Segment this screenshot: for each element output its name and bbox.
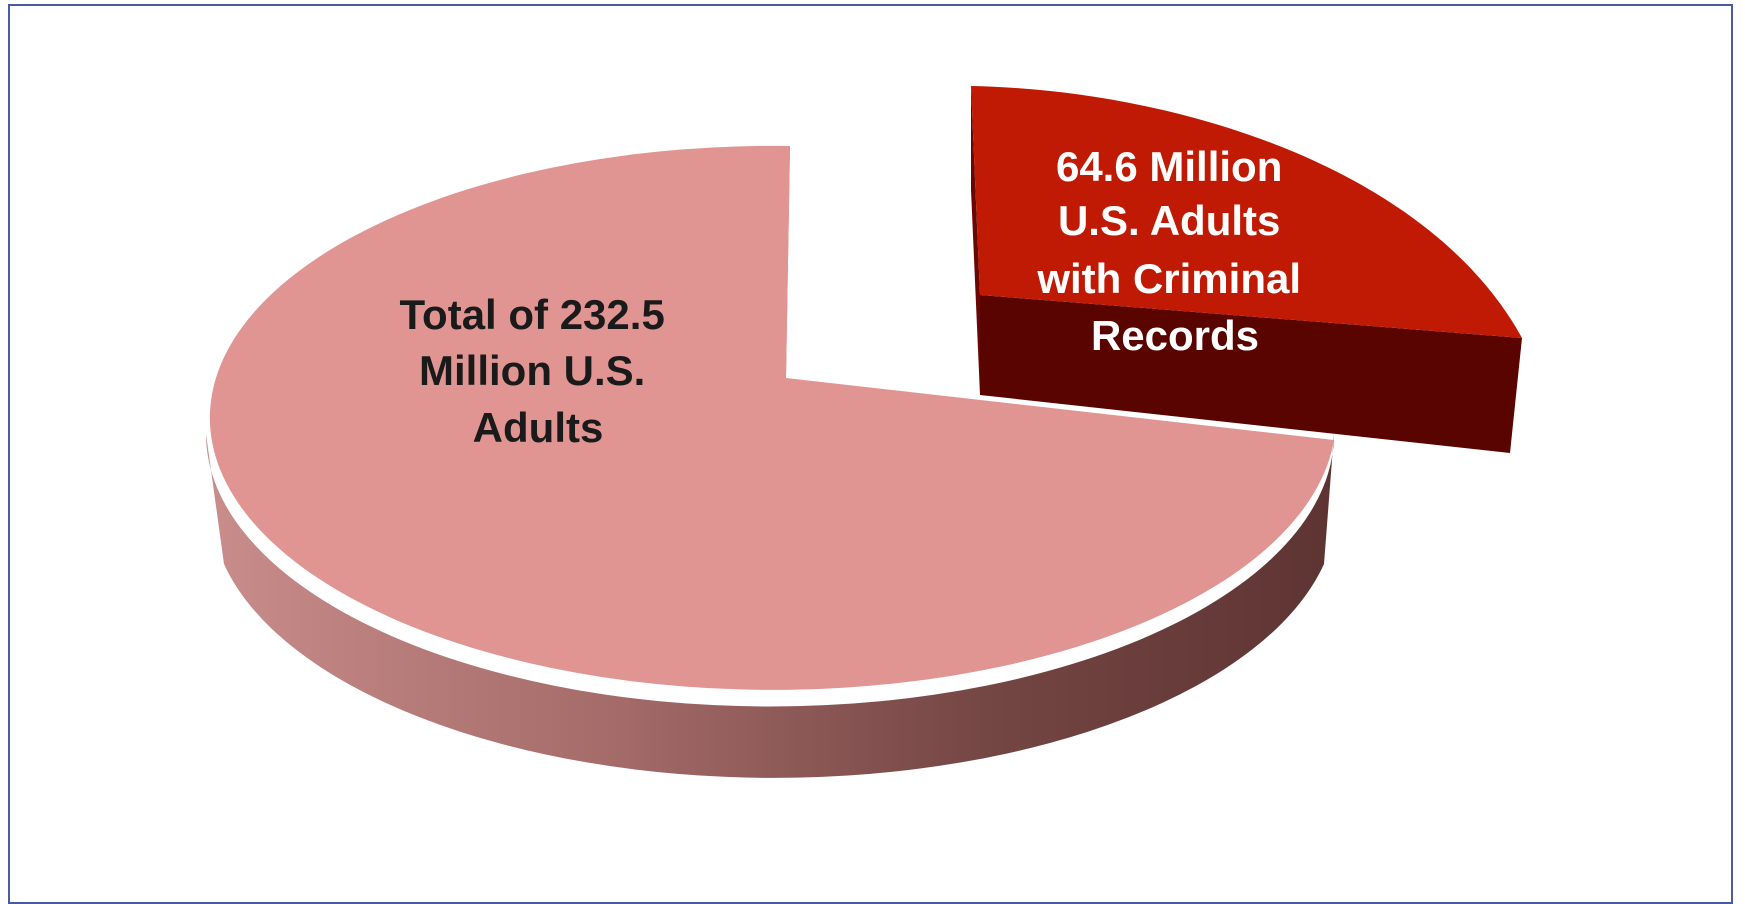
label-line: U.S. Adults bbox=[1058, 197, 1280, 244]
slice-total-adults bbox=[206, 145, 1335, 778]
pie-chart: Total of 232.5 Million U.S. Adults 64.6 … bbox=[206, 86, 1522, 778]
label-line: Total of 232.5 bbox=[400, 291, 665, 338]
slice-criminal-records-side bbox=[980, 295, 1522, 453]
slice-criminal-records-label: 64.6 Million U.S. Adults with Criminal R… bbox=[1036, 143, 1312, 359]
label-line: with Criminal bbox=[1036, 255, 1301, 302]
slice-criminal-records-edge bbox=[971, 86, 980, 395]
label-line: Million U.S. bbox=[419, 347, 645, 394]
slice-total-adults-side bbox=[206, 434, 1334, 778]
label-line: 64.6 Million bbox=[1056, 143, 1282, 190]
slice-criminal-records bbox=[971, 86, 1522, 453]
slice-total-adults-label: Total of 232.5 Million U.S. Adults bbox=[400, 291, 677, 451]
slice-criminal-records-top bbox=[971, 86, 1522, 338]
label-line: Adults bbox=[473, 404, 604, 451]
slice-total-adults-top bbox=[209, 145, 1335, 690]
label-line: Records bbox=[1091, 312, 1259, 359]
